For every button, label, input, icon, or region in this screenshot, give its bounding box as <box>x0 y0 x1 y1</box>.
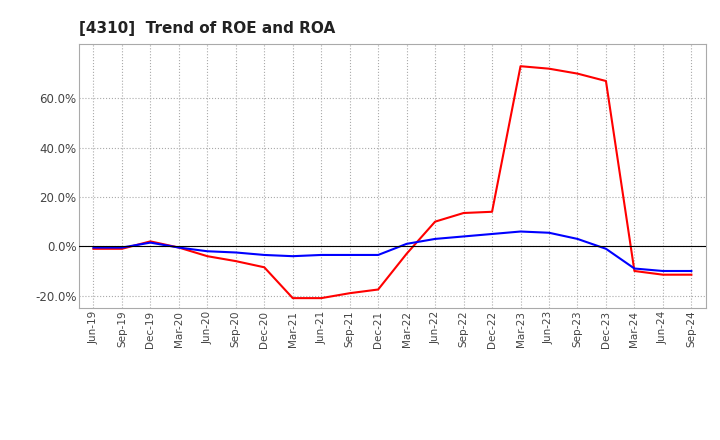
ROA <box>346 252 354 257</box>
ROE <box>289 296 297 301</box>
ROA <box>431 236 439 242</box>
ROE <box>431 219 439 224</box>
ROA <box>487 231 496 237</box>
ROA <box>602 246 611 251</box>
ROE <box>174 245 183 250</box>
ROA <box>630 266 639 271</box>
ROE <box>260 264 269 270</box>
ROE <box>346 290 354 296</box>
Line: ROA: ROA <box>94 231 691 271</box>
ROE <box>146 239 155 244</box>
ROA <box>146 240 155 245</box>
ROA <box>289 253 297 259</box>
ROA <box>374 252 382 257</box>
ROA <box>89 245 98 250</box>
ROE <box>89 246 98 251</box>
ROA <box>516 229 525 234</box>
ROE <box>203 253 212 259</box>
ROA <box>545 230 554 235</box>
ROA <box>659 268 667 274</box>
ROA <box>687 268 696 274</box>
ROE <box>402 251 411 257</box>
ROE <box>516 63 525 69</box>
ROA <box>260 252 269 257</box>
ROA <box>232 250 240 255</box>
ROE <box>659 272 667 277</box>
ROE <box>573 71 582 76</box>
ROE <box>602 78 611 84</box>
ROE <box>545 66 554 71</box>
ROA <box>317 252 325 257</box>
ROE <box>117 246 126 251</box>
ROA <box>402 241 411 246</box>
Line: ROE: ROE <box>94 66 691 298</box>
ROA <box>117 245 126 250</box>
Text: [4310]  Trend of ROE and ROA: [4310] Trend of ROE and ROA <box>79 21 336 36</box>
ROE <box>630 268 639 274</box>
ROA <box>203 249 212 254</box>
ROE <box>232 258 240 264</box>
ROE <box>374 287 382 292</box>
ROA <box>459 234 468 239</box>
ROE <box>459 210 468 216</box>
ROA <box>573 236 582 242</box>
ROE <box>487 209 496 214</box>
ROA <box>174 245 183 250</box>
ROE <box>687 272 696 277</box>
ROE <box>317 296 325 301</box>
